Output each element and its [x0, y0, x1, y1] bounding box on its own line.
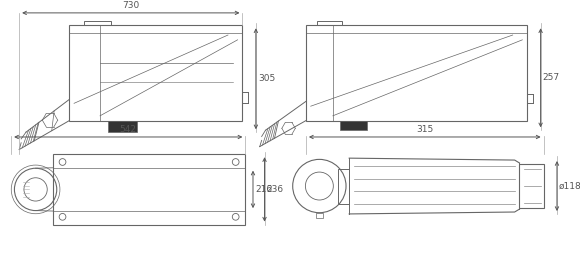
Bar: [316, 213, 323, 218]
Bar: [84, 20, 111, 25]
Text: ø118: ø118: [559, 182, 580, 191]
Bar: [339, 121, 367, 130]
Text: 730: 730: [122, 1, 139, 10]
Text: 216: 216: [255, 185, 272, 194]
Text: 305: 305: [258, 74, 275, 83]
Text: 542: 542: [120, 125, 137, 134]
Bar: [69, 25, 242, 121]
Bar: [306, 25, 527, 121]
Bar: [53, 154, 245, 225]
Bar: [108, 121, 137, 132]
Bar: [317, 20, 342, 25]
Bar: [520, 164, 543, 208]
Text: 257: 257: [542, 73, 560, 82]
Bar: [338, 169, 349, 204]
Text: 315: 315: [416, 125, 433, 134]
Text: 236: 236: [266, 185, 284, 194]
